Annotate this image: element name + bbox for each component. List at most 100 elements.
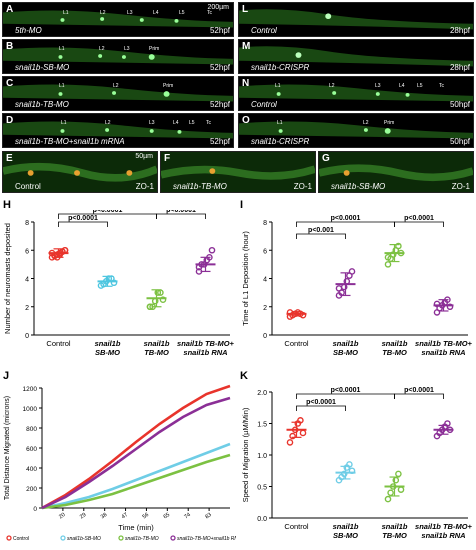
y-tick-label: 6 [263,248,267,255]
data-point [299,429,307,437]
category-label: SB-MO [333,348,358,357]
significance-bracket [394,221,444,227]
significance-bracket [156,213,206,219]
fish-image [239,84,473,102]
panel-letter: F [164,153,171,164]
category-label: TB-MO [144,348,169,357]
category-label: TB-MO [382,531,407,540]
x-axis-label: Time (min) [118,523,154,532]
y-tick-label: 8 [25,220,29,227]
panel-letter: O [242,115,250,126]
fish-image [239,46,473,67]
panel-letter: M [242,41,251,52]
landmark-label: L5 [189,120,195,126]
category-label: snail1b [382,522,408,531]
data-point [286,439,294,446]
landmark-label: Tc [206,120,211,126]
chart-panel-letter: I [240,199,244,211]
panel-letter: G [322,153,330,164]
x-tick-label: 38 [100,512,108,520]
legend-marker [6,535,12,541]
landmark-label: L1 [61,120,67,126]
category-label: snail1b [333,339,359,348]
y-axis-label: Total Distance Migrated (microns) [4,396,11,500]
migration-speed-chart: 0.0 0.5 1.0 1.5 2.0 Speed of Migration (µM/Mi… [241,387,473,540]
category-label: snail1b TB-MO+ [177,339,235,348]
landmark-label: L2 [363,120,369,126]
micro-panel-F: F snail1b-TB-MO ZO-1 [160,151,316,193]
landmark-label: L2 [100,10,106,16]
series-line [41,384,231,510]
chart-panel-letter: H [3,199,11,211]
data-point [208,246,216,254]
series-line [41,396,231,510]
y-tick-label: 0 [25,333,29,340]
x-tick-label: 29 [79,512,87,520]
landmark-label: L4 [173,120,179,126]
category-label: TB-MO [382,348,407,357]
data-point [433,300,441,308]
category-label: SB-MO [333,531,358,540]
x-tick-label: 56 [142,512,150,520]
y-tick-label: 2 [263,305,267,312]
category-label: snail1b RNA [421,531,465,540]
panel-stage-label: 28hpf [449,26,470,35]
fish-image [239,121,473,139]
landmark-label: L1 [59,46,65,52]
landmark-label: L1 [275,83,281,89]
panel-condition-label: snail1b-CRISPR [251,137,310,146]
landmark-label: L3 [127,10,133,16]
category-label: SB-MO [95,348,120,357]
stain-label: ZO-1 [293,182,312,191]
significance-bracket [296,233,346,239]
panel-stage-label: 52hpf [209,137,230,146]
landmark-label: L3 [375,83,381,89]
landmark-label: Prim [384,120,395,126]
panel-stage-label: 52hpf [209,26,230,35]
legend-marker [170,535,176,541]
panel-letter: L [242,4,249,15]
y-tick-label: 0.5 [257,485,267,492]
y-axis-label: Number of neuromasts deposited [3,223,12,334]
stain-label: ZO-1 [451,182,470,191]
y-tick-label: 1.0 [257,453,267,460]
legend-label: snail1b-TB-MO [125,536,159,542]
fish-image [3,84,233,102]
landmark-label: L2 [113,83,119,89]
data-point [299,311,307,319]
y-tick-label: 8 [263,220,267,227]
fish-image [239,9,473,30]
significance-bracket [58,221,108,227]
data-point [340,470,348,478]
panel-letter: D [6,115,14,126]
data-point [348,268,356,275]
y-tick-label: 1200 [23,386,38,393]
landmark-label: L1 [59,83,65,89]
x-tick-label: 47 [121,512,129,520]
category-label: snail1b RNA [421,348,465,357]
landmark-label: L3 [124,46,130,52]
micro-panel-M: M snail1b-CRISPR 28hpf [238,39,474,74]
data-point [110,279,118,287]
panel-stage-label: 50hpf [449,100,470,109]
fish-image [3,10,233,28]
y-tick-label: 800 [26,426,37,433]
data-point [446,303,454,311]
p-value-label: p<0.0001 [331,215,361,222]
data-point [384,495,392,503]
x-tick-label: 74 [183,512,191,520]
panel-condition-label: snail1b-TB-MO [15,100,69,109]
data-point [159,296,167,303]
landmark-label: L2 [99,46,105,52]
y-tick-label: 1000 [23,406,38,413]
y-tick-label: 0.0 [257,516,267,523]
panel-stage-label: 28hpf [449,63,470,72]
landmark-label: L1 [63,10,69,16]
p-value-label: p<0.0001 [166,210,196,214]
p-value-label: p<0.0001 [331,387,361,394]
micro-panel-A: A 5th-MO 52hpf 200µm L1 L2 L3 L4 L5 Tc [2,2,234,37]
micro-panel-D: D snail1b-TB-MO+snail1b mRNA 52hpf L1 L2… [2,113,234,148]
panel-letter: C [6,78,14,89]
panel-condition-label: snail1b-TB-MO [173,182,227,191]
neuromast-count-chart: 0 2 4 6 8 Number of neuromasts deposited Contr… [3,210,235,357]
